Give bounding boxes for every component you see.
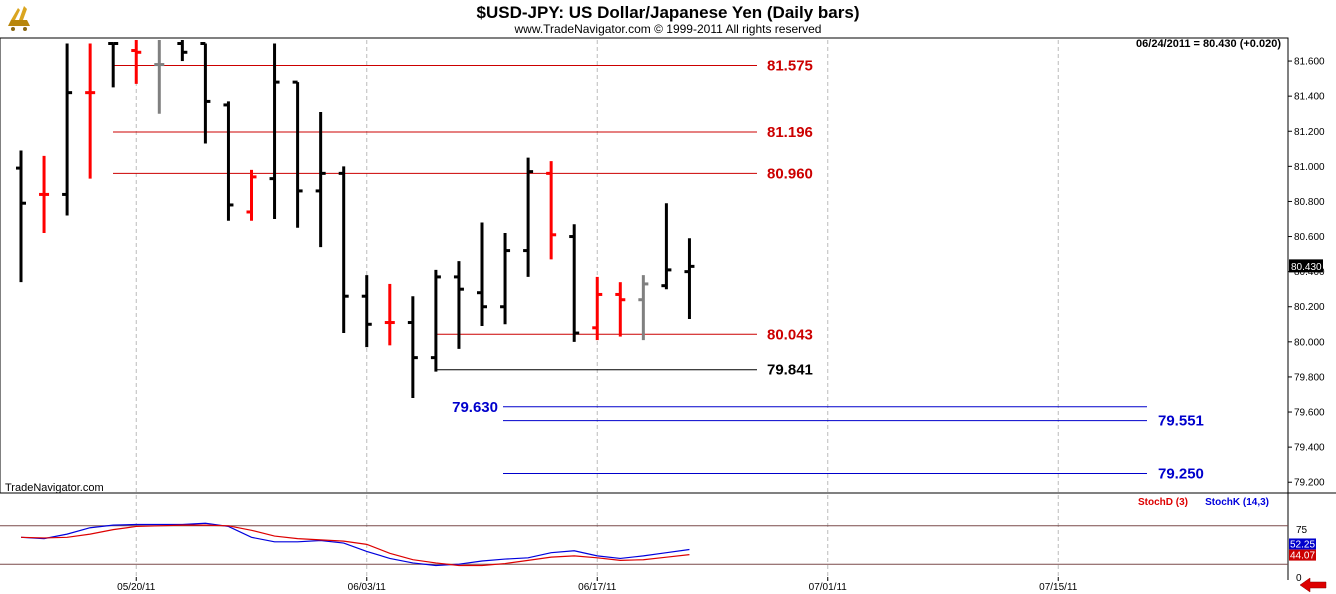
- stochk-last-label: 52.25: [1290, 539, 1315, 550]
- ohlc-bar: [523, 157, 534, 277]
- ohlc-bar: [269, 43, 280, 219]
- x-tick-label: 06/03/11: [348, 582, 387, 593]
- y-tick-label: 80.000: [1294, 337, 1325, 348]
- ohlc-bar: [200, 42, 211, 144]
- stoch-series-line: [20, 524, 690, 567]
- x-tick-label: 05/20/11: [117, 582, 156, 593]
- ohlc-bar: [154, 40, 165, 114]
- ohlc-bar: [569, 224, 580, 342]
- stoch-y-label: 0: [1296, 573, 1302, 584]
- support-resistance-levels: 81.575 81.196 80.960 80.043 79.841 79.630 79.5…: [113, 57, 1204, 482]
- stoch-series-line: [20, 522, 690, 567]
- level-label: 81.575: [767, 57, 813, 74]
- level-label: 79.250: [1158, 465, 1204, 482]
- date-axis: 05/20/11 06/03/11 06/17/11 07/01/11 07/15/11: [117, 577, 1078, 593]
- stochk-last-box: [1289, 538, 1316, 550]
- price-readout: 06/24/2011 = 80.430 (+0.020): [1136, 38, 1281, 50]
- level-label: 79.841: [767, 362, 813, 379]
- y-tick-label: 81.200: [1294, 127, 1325, 138]
- price-axis: 81.600 81.400 81.200 81.000 80.800 80.600 80.4…: [1288, 57, 1325, 489]
- ohlc-bar: [39, 155, 50, 234]
- ohlc-bar: [407, 296, 418, 398]
- level-label: 81.196: [767, 124, 813, 141]
- stoch-legend-entry: StochK (14,3): [1205, 497, 1269, 508]
- level-label: 80.043: [767, 326, 813, 343]
- stoch-y-label: 75: [1296, 525, 1308, 536]
- y-tick-label: 79.600: [1294, 408, 1325, 419]
- y-tick-label: 81.000: [1294, 162, 1325, 173]
- y-tick-label: 81.400: [1294, 92, 1325, 103]
- y-tick-label: 79.400: [1294, 443, 1325, 454]
- stoch-legend-entry: StochD (3): [1138, 497, 1188, 508]
- ohlc-bar: [223, 101, 234, 221]
- y-tick-label: 80.800: [1294, 197, 1325, 208]
- stochd-last-box: [1289, 549, 1316, 561]
- y-tick-label: 79.800: [1294, 372, 1325, 383]
- ohlc-bar: [131, 40, 142, 84]
- ohlc-bar: [684, 238, 695, 320]
- x-tick-label: 07/01/11: [809, 582, 848, 593]
- ohlc-bar: [338, 166, 349, 334]
- level-label: 80.960: [767, 165, 813, 182]
- x-tick-label: 07/15/11: [1039, 582, 1078, 593]
- price-bars: [16, 40, 695, 398]
- y-tick-label: 80.200: [1294, 302, 1325, 313]
- ohlc-bar: [292, 80, 303, 228]
- stochd-last-label: 44.07: [1290, 551, 1315, 562]
- ohlc-bar: [500, 233, 511, 325]
- ohlc-bar: [315, 111, 326, 248]
- ohlc-bar: [615, 282, 626, 337]
- y-tick-label: 81.600: [1294, 57, 1325, 68]
- ohlc-bar: [546, 161, 557, 260]
- ohlc-bar: [592, 276, 603, 341]
- last-price-box: [1289, 259, 1323, 273]
- price-panel-frame: [0, 37, 1289, 494]
- ohlc-bar: [85, 43, 96, 179]
- y-tick-label: 80.400: [1294, 267, 1325, 278]
- ohlc-bar: [384, 283, 395, 346]
- chart-title: $USD-JPY: US Dollar/Japanese Yen (Daily …: [477, 3, 860, 22]
- ohlc-bar: [453, 261, 464, 349]
- ohlc-bar: [661, 203, 672, 290]
- ohlc-bar: [638, 275, 649, 341]
- ohlc-bar: [430, 269, 441, 372]
- scroll-left-arrow-icon[interactable]: [1299, 577, 1327, 593]
- y-tick-label: 80.600: [1294, 232, 1325, 243]
- x-tick-label: 06/17/11: [578, 582, 617, 593]
- ohlc-bar: [361, 275, 372, 348]
- last-price-label: 80.430: [1291, 262, 1322, 273]
- ohlc-bar: [177, 40, 188, 62]
- level-label: 79.630: [452, 399, 498, 416]
- level-label: 79.551: [1158, 413, 1204, 430]
- ohlc-bar: [246, 169, 257, 221]
- ohlc-bar: [108, 42, 119, 88]
- y-tick-label: 79.200: [1294, 478, 1325, 489]
- copyright-text: www.TradeNavigator.com © 1999-2011 All r…: [514, 22, 822, 36]
- ohlc-bar: [62, 43, 73, 216]
- ohlc-bar: [477, 222, 487, 327]
- ohlc-bar: [16, 150, 26, 283]
- logo-icon: [4, 4, 32, 32]
- watermark-text: TradeNavigator.com: [5, 482, 104, 494]
